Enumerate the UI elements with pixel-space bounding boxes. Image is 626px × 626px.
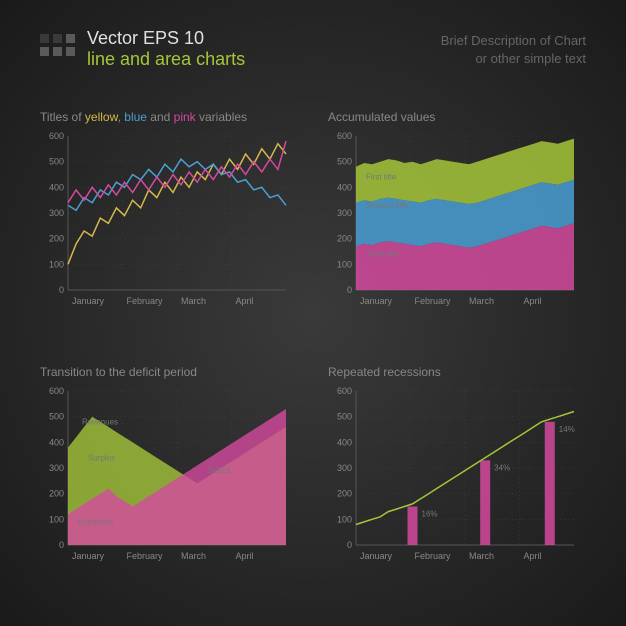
svg-text:100: 100 [49, 259, 64, 269]
svg-text:200: 200 [49, 234, 64, 244]
svg-text:March: March [469, 296, 494, 306]
dots-icon [40, 34, 75, 56]
svg-text:600: 600 [337, 387, 352, 396]
svg-text:February: February [127, 551, 164, 561]
chart-recessions: Repeated recessions 0 100 200 300 400 500 600 J… [328, 365, 586, 596]
chart-deficit: Transition to the deficit period 0 100 200… [40, 365, 298, 596]
chart-title-1: Titles of yellow, blue and pink variable… [40, 110, 298, 126]
svg-text:500: 500 [49, 412, 64, 422]
svg-text:First title: First title [366, 173, 397, 182]
header: Vector EPS 10 line and area charts Brief… [40, 28, 586, 70]
svg-text:January: January [360, 551, 393, 561]
charts-grid: Titles of yellow, blue and pink variable… [40, 110, 586, 596]
svg-text:300: 300 [337, 208, 352, 218]
svg-text:Revenues: Revenues [82, 417, 118, 426]
svg-text:500: 500 [337, 157, 352, 167]
chart-title-2: Accumulated values [328, 110, 586, 126]
chart-title-3: Transition to the deficit period [40, 365, 298, 381]
svg-text:April: April [524, 296, 542, 306]
chart-svg-2: 0 100 200 300 400 500 600 January February March A… [328, 132, 578, 312]
svg-text:600: 600 [49, 387, 64, 396]
chart-body-1: 0 100 200 300 400 500 600 January February March A… [40, 132, 290, 312]
subtitle: line and area charts [87, 49, 245, 70]
chart-svg-4: 0 100 200 300 400 500 600 January February March A… [328, 387, 578, 567]
chart-body-2: 0 100 200 300 400 500 600 January February March A… [328, 132, 578, 312]
svg-text:600: 600 [49, 132, 64, 141]
chart-multiline: Titles of yellow, blue and pink variable… [40, 110, 298, 341]
svg-text:400: 400 [337, 437, 352, 447]
chart-stacked-area: Accumulated values 0 100 200 300 400 500 600 Ja… [328, 110, 586, 341]
svg-text:Third title: Third title [366, 250, 399, 259]
chart-body-4: 0 100 200 300 400 500 600 January February March A… [328, 387, 578, 567]
svg-text:500: 500 [337, 412, 352, 422]
logo-block: Vector EPS 10 line and area charts [40, 28, 245, 70]
svg-text:300: 300 [49, 463, 64, 473]
svg-text:0: 0 [347, 285, 352, 295]
svg-text:0: 0 [59, 540, 64, 550]
svg-text:14%: 14% [559, 425, 575, 434]
chart-title-4: Repeated recessions [328, 365, 586, 381]
svg-text:0: 0 [59, 285, 64, 295]
main-title: Vector EPS 10 [87, 28, 245, 49]
svg-text:Second title: Second title [366, 201, 408, 210]
svg-text:200: 200 [337, 234, 352, 244]
svg-text:Expenses: Expenses [78, 517, 113, 526]
svg-text:200: 200 [49, 489, 64, 499]
svg-text:April: April [236, 296, 254, 306]
svg-text:300: 300 [337, 463, 352, 473]
svg-text:34%: 34% [494, 463, 510, 472]
desc-line-1: Brief Description of Chart [441, 32, 586, 50]
svg-text:300: 300 [49, 208, 64, 218]
svg-text:Surplus: Surplus [88, 453, 115, 462]
chart-svg-3: 0 100 200 300 400 500 600 January February March A… [40, 387, 290, 567]
svg-text:200: 200 [337, 489, 352, 499]
svg-text:February: February [127, 296, 164, 306]
description: Brief Description of Chart or other simp… [441, 32, 586, 70]
svg-text:March: March [469, 551, 494, 561]
svg-text:January: January [72, 551, 105, 561]
svg-text:March: March [181, 296, 206, 306]
svg-text:April: April [524, 551, 542, 561]
svg-text:April: April [236, 551, 254, 561]
svg-text:600: 600 [337, 132, 352, 141]
svg-text:February: February [415, 551, 452, 561]
svg-text:0: 0 [347, 540, 352, 550]
svg-text:January: January [360, 296, 393, 306]
svg-text:Deficit: Deficit [208, 466, 231, 475]
chart-svg-1: 0 100 200 300 400 500 600 January February March A… [40, 132, 290, 312]
chart-body-3: 0 100 200 300 400 500 600 January February March A… [40, 387, 290, 567]
svg-text:16%: 16% [422, 510, 438, 519]
svg-text:400: 400 [49, 437, 64, 447]
svg-text:500: 500 [49, 157, 64, 167]
svg-text:100: 100 [49, 514, 64, 524]
svg-text:100: 100 [337, 259, 352, 269]
svg-text:January: January [72, 296, 105, 306]
svg-text:100: 100 [337, 514, 352, 524]
svg-text:400: 400 [337, 182, 352, 192]
desc-line-2: or other simple text [441, 50, 586, 68]
title-stack: Vector EPS 10 line and area charts [87, 28, 245, 70]
svg-text:March: March [181, 551, 206, 561]
svg-text:400: 400 [49, 182, 64, 192]
svg-text:February: February [415, 296, 452, 306]
